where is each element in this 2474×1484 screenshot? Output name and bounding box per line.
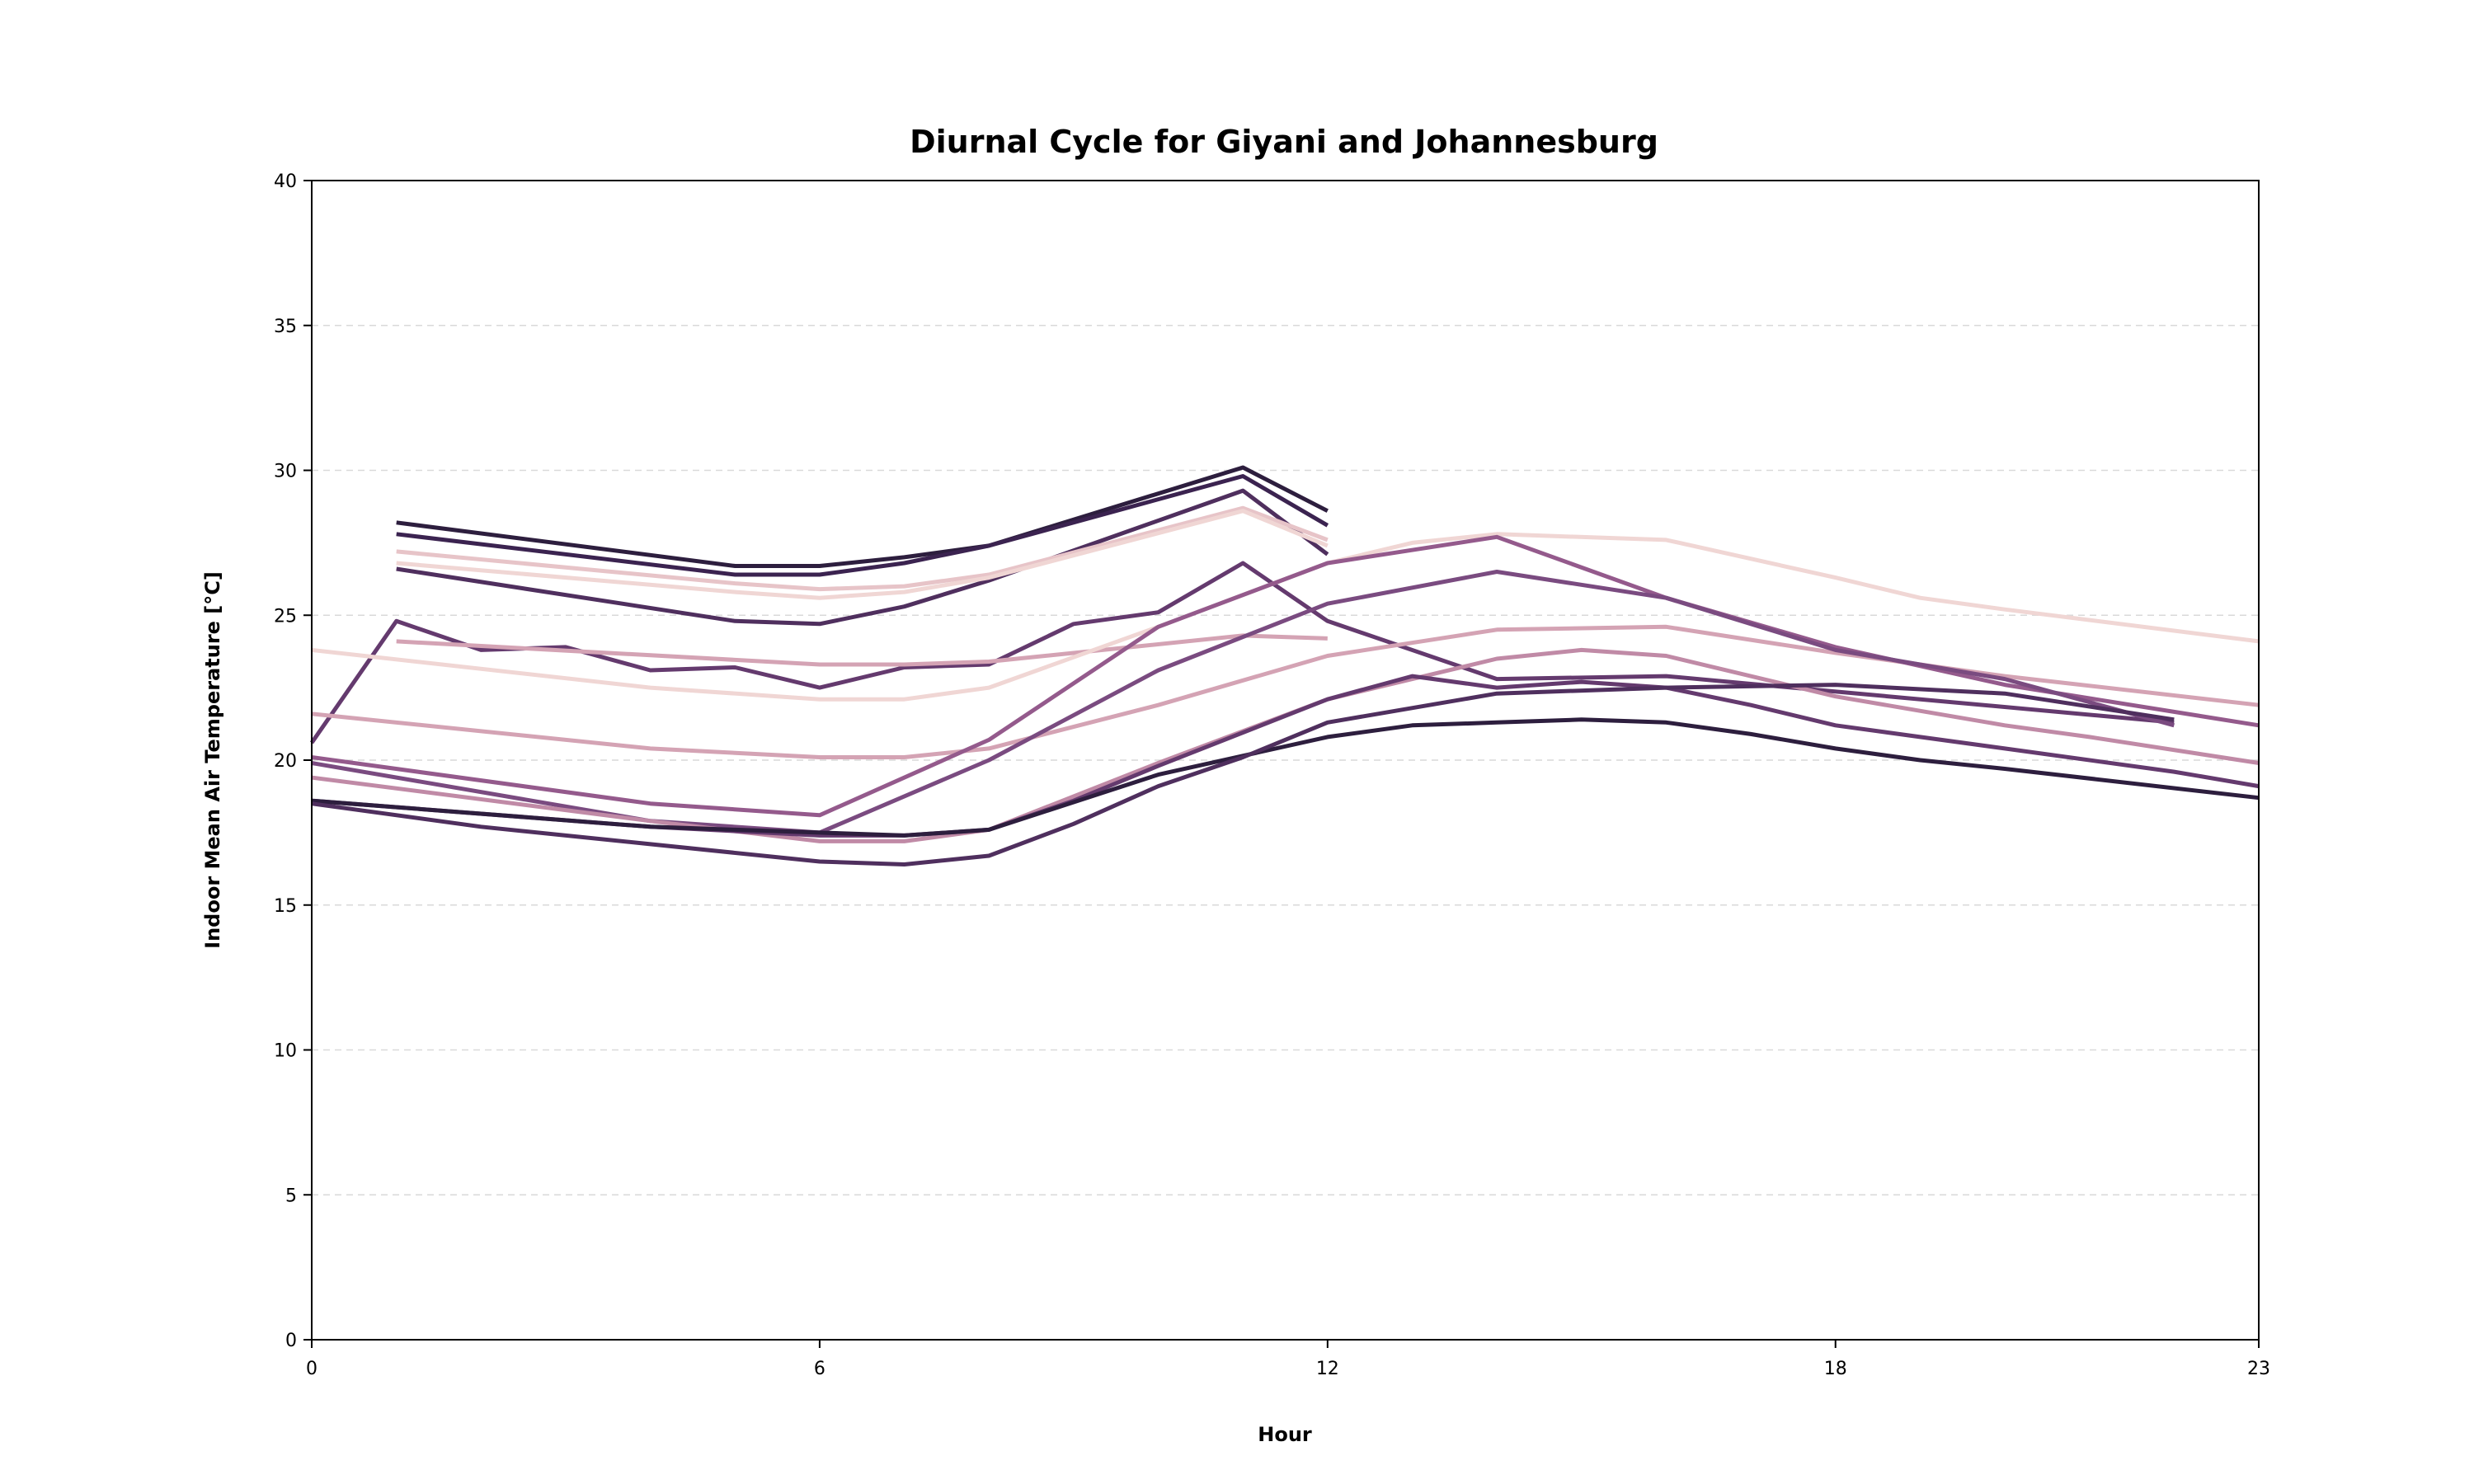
y-tick-label: 35 <box>274 317 297 337</box>
series-line-14 <box>311 717 2260 838</box>
chart-title: Diurnal Cycle for Giyani and Johannesbur… <box>910 124 1658 160</box>
series-line-10 <box>311 534 2260 818</box>
y-tick-label: 5 <box>285 1186 297 1206</box>
x-tick-label: 12 <box>1316 1359 1339 1379</box>
y-axis-label: Indoor Mean Air Temperature [°C] <box>201 571 224 949</box>
series-line-2 <box>396 474 1329 577</box>
series-lines <box>309 465 2260 866</box>
series-line-7 <box>396 633 1328 667</box>
series-line-3 <box>396 488 1329 627</box>
y-tick-label: 25 <box>274 606 297 627</box>
y-tick-label: 10 <box>274 1041 297 1062</box>
y-tick-label: 30 <box>274 462 297 482</box>
series-line-8 <box>311 532 2260 702</box>
y-tick-label: 40 <box>274 171 297 192</box>
grid-lines <box>312 325 2259 1195</box>
x-ticks: 0 6 12 18 23 <box>306 1340 2270 1379</box>
x-axis-label: Hour <box>1258 1423 1312 1446</box>
y-tick-label: 15 <box>274 896 297 917</box>
y-tick-label: 0 <box>285 1331 297 1351</box>
y-tick-label: 20 <box>274 751 297 772</box>
series-line-5 <box>396 505 1329 592</box>
series-line-6 <box>396 509 1329 600</box>
series-line-1 <box>396 465 1329 568</box>
series-line-15 <box>311 683 2175 866</box>
x-tick-label: 6 <box>814 1359 825 1379</box>
y-ticks: 0 5 10 15 20 25 30 35 40 <box>274 171 312 1351</box>
x-tick-label: 18 <box>1824 1359 1847 1379</box>
series-line-12 <box>311 647 2260 843</box>
x-tick-label: 23 <box>2247 1359 2270 1379</box>
x-tick-label: 0 <box>306 1359 317 1379</box>
